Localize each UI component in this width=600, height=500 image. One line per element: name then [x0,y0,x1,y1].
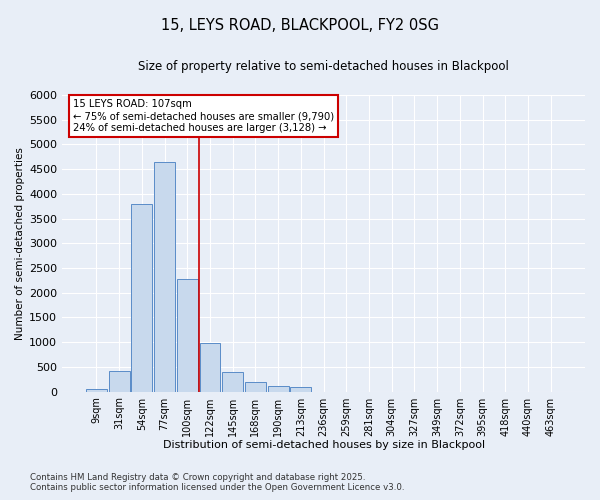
Bar [109,371,130,392]
Bar [131,204,152,392]
Bar [154,162,175,392]
Bar [222,372,243,392]
Text: 15 LEYS ROAD: 107sqm
← 75% of semi-detached houses are smaller (9,790)
24% of se: 15 LEYS ROAD: 107sqm ← 75% of semi-detac… [73,100,334,132]
Bar [177,279,198,392]
Bar [290,387,311,392]
Bar [245,382,266,392]
Bar [268,386,289,392]
Text: 15, LEYS ROAD, BLACKPOOL, FY2 0SG: 15, LEYS ROAD, BLACKPOOL, FY2 0SG [161,18,439,32]
Bar [86,389,107,392]
Text: Contains HM Land Registry data © Crown copyright and database right 2025.
Contai: Contains HM Land Registry data © Crown c… [30,473,404,492]
X-axis label: Distribution of semi-detached houses by size in Blackpool: Distribution of semi-detached houses by … [163,440,485,450]
Title: Size of property relative to semi-detached houses in Blackpool: Size of property relative to semi-detach… [138,60,509,73]
Bar [200,343,220,392]
Y-axis label: Number of semi-detached properties: Number of semi-detached properties [15,147,25,340]
